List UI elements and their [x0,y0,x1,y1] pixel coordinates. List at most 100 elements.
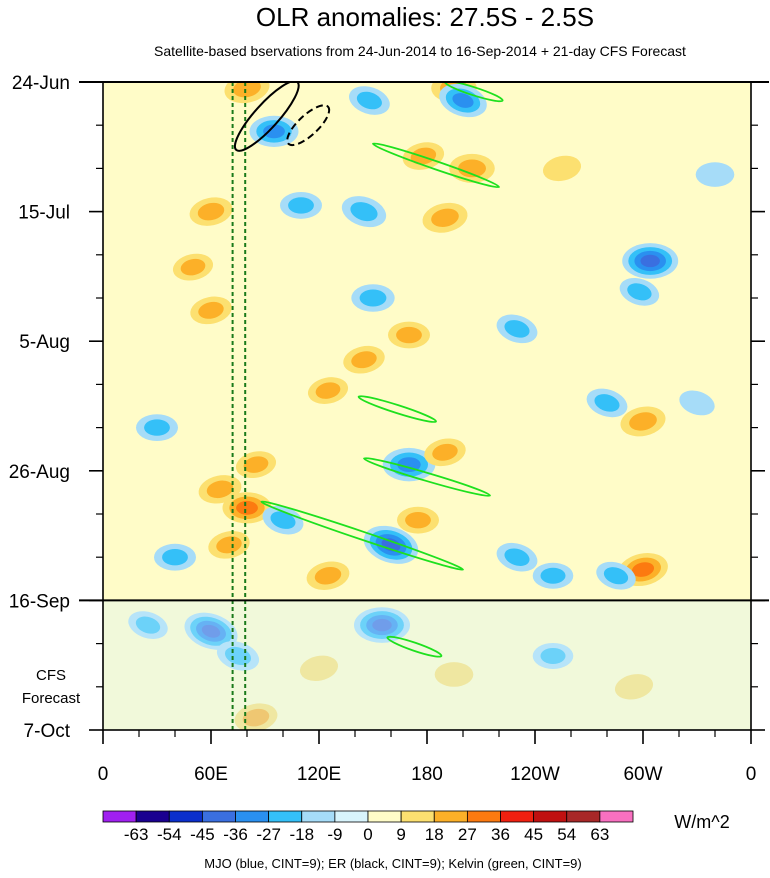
anomaly-feature [397,506,439,534]
y-tick-label: 15-Jul [18,203,70,224]
anomaly-feature [235,451,277,479]
anomaly-feature [496,314,538,344]
anomaly-feature [343,345,385,374]
anomaly-feature [299,655,339,681]
anomaly-contour-band [614,674,654,700]
anomaly-feature [154,543,196,571]
anomaly-contour-band [458,159,486,178]
anomaly-contour-band [397,457,421,473]
colorbar-swatch [268,810,303,823]
anomaly-contour-band [434,662,474,687]
anomaly-field [103,82,751,730]
anomaly-contour-band [233,82,261,98]
anomaly-contour-band [315,382,341,399]
y-tick-label: 5-Aug [19,332,70,353]
anomaly-feature [307,377,349,404]
wave-contours [231,82,504,730]
y-tick-label: 26-Aug [9,462,70,483]
anomaly-feature [679,390,715,416]
anomaly-contour-band [695,162,735,187]
colorbar-swatch [235,810,270,823]
anomaly-feature [136,414,178,441]
anomaly-contour-band [594,394,620,412]
chart-subtitle: Satellite-based bservations from 24-Jun-… [154,43,686,59]
colorbar-label: -45 [190,825,215,844]
anomaly-feature [620,406,666,437]
y-tick-label: 16-Sep [9,591,70,612]
anomaly-contour-band [359,289,387,307]
anomaly-feature [184,612,238,650]
anomaly-feature [224,82,270,104]
anomaly-contour-band [242,708,270,727]
anomaly-contour-band [197,202,225,221]
colorbar: -63 -54 -45 -36 -27 -18 -9 0 9 18 27 36 45 54 63 [102,810,634,844]
x-tick-label: 0 [98,764,109,785]
anomaly-contour-band [162,549,188,566]
forecast-label-line2: Forecast [22,690,81,707]
anomaly-feature [349,86,390,115]
anomaly-feature [172,253,214,281]
colorbar-swatch [168,810,203,823]
anomaly-feature [434,662,474,687]
anomaly-feature [306,561,350,590]
anomaly-contour-band [299,655,339,681]
anomaly-contour-band [356,91,382,110]
anomaly-feature [542,155,582,182]
anomaly-contour-band [135,616,161,634]
colorbar-label: 63 [590,825,609,844]
forecast-label-line1: CFS [36,667,66,684]
anomaly-contour-band [206,480,234,499]
anomaly-contour-band [405,511,431,529]
colorbar-label: -63 [124,825,149,844]
anomaly-contour-band [198,301,224,319]
anomaly-feature [128,611,168,639]
colorbar-label: -27 [256,825,281,844]
anomaly-feature [619,277,660,306]
colorbar-label: 54 [557,825,576,844]
anomaly-feature [586,388,628,418]
x-tick-label: 60W [623,764,662,785]
colorbar-swatch [301,810,336,823]
anomaly-contour-band [452,93,474,108]
kelvin-contour [357,395,437,423]
anomaly-contour-band [243,456,269,473]
anomaly-feature [388,321,430,349]
anomaly-contour-band [504,548,530,566]
anomaly-feature [208,531,250,559]
colorbar-swatch [466,810,501,823]
colorbar-swatch [201,810,236,823]
anomaly-feature [439,83,487,118]
colorbar-label: -36 [223,825,248,844]
colorbar-swatch [367,810,402,823]
colorbar-label: 0 [363,825,372,844]
anomaly-contour-band [396,326,422,344]
anomaly-contour-band [679,390,715,416]
anomaly-contour-band [216,536,242,554]
x-tick-label: 180 [411,764,443,785]
anomaly-feature [190,296,232,325]
forecast-region-shade [103,600,751,730]
anomaly-feature [234,703,278,730]
anomaly-contour-band [270,511,296,529]
colorbar-label: -9 [327,825,342,844]
anomaly-contour-band [631,562,655,577]
anomaly-feature [614,674,654,700]
anomaly-contour-band [144,419,170,436]
x-tick-label: 60E [194,764,228,785]
chart-title: OLR anomalies: 27.5S - 2.5S [256,2,594,32]
anomaly-contour-band [629,412,657,431]
colorbar-label: 27 [458,825,477,844]
anomaly-contour-band [542,155,582,182]
kelvin-contour [363,457,491,497]
colorbar-swatch [102,810,137,823]
anomaly-feature [424,438,466,467]
anomaly-contour-band [540,647,566,664]
anomaly-contour-band [372,618,392,632]
colorbar-swatch [334,810,369,823]
anomaly-contour-band [504,320,530,338]
anomaly-feature [280,192,322,219]
anomaly-feature [189,197,233,226]
colorbar-swatch [533,810,568,823]
colorbar-label: 36 [491,825,510,844]
anomaly-feature [341,196,387,228]
